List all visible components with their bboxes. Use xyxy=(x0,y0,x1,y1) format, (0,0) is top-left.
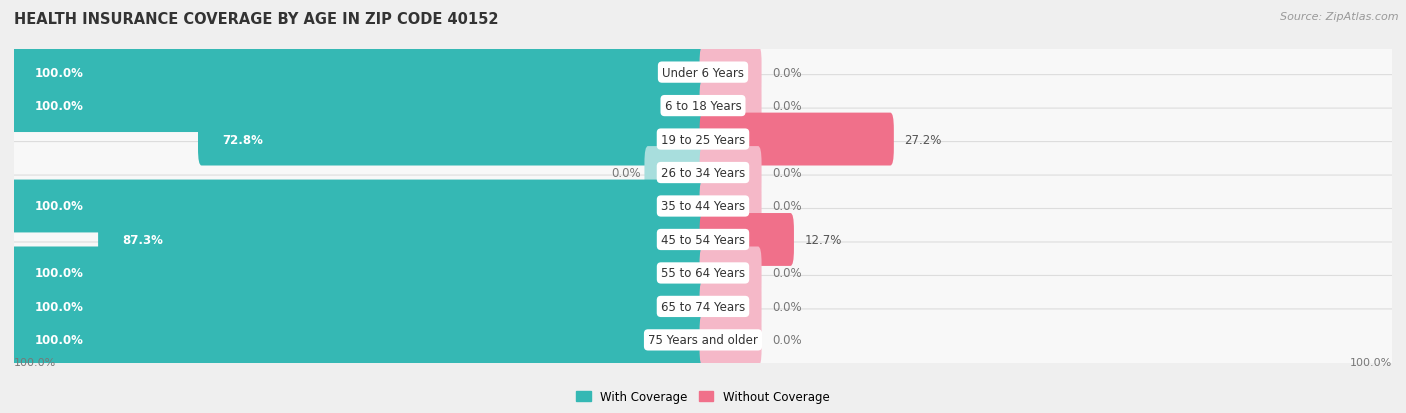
FancyBboxPatch shape xyxy=(700,247,762,300)
Text: 0.0%: 0.0% xyxy=(772,300,801,313)
FancyBboxPatch shape xyxy=(11,176,1395,237)
FancyBboxPatch shape xyxy=(11,314,706,366)
FancyBboxPatch shape xyxy=(11,42,1395,104)
FancyBboxPatch shape xyxy=(11,247,706,300)
Text: 65 to 74 Years: 65 to 74 Years xyxy=(661,300,745,313)
Text: 0.0%: 0.0% xyxy=(772,200,801,213)
Text: 45 to 54 Years: 45 to 54 Years xyxy=(661,233,745,247)
Text: 100.0%: 100.0% xyxy=(14,357,56,367)
Text: Under 6 Years: Under 6 Years xyxy=(662,66,744,79)
FancyBboxPatch shape xyxy=(700,147,762,199)
FancyBboxPatch shape xyxy=(11,80,706,133)
Text: 100.0%: 100.0% xyxy=(35,300,83,313)
Text: 0.0%: 0.0% xyxy=(612,166,641,180)
FancyBboxPatch shape xyxy=(644,147,706,199)
Text: Source: ZipAtlas.com: Source: ZipAtlas.com xyxy=(1281,12,1399,22)
Text: 26 to 34 Years: 26 to 34 Years xyxy=(661,166,745,180)
FancyBboxPatch shape xyxy=(11,209,1395,271)
FancyBboxPatch shape xyxy=(11,309,1395,371)
Text: 0.0%: 0.0% xyxy=(772,334,801,347)
FancyBboxPatch shape xyxy=(198,113,706,166)
Text: 0.0%: 0.0% xyxy=(772,267,801,280)
Text: 75 Years and older: 75 Years and older xyxy=(648,334,758,347)
Text: 100.0%: 100.0% xyxy=(35,200,83,213)
Text: 55 to 64 Years: 55 to 64 Years xyxy=(661,267,745,280)
FancyBboxPatch shape xyxy=(700,180,762,233)
Text: 100.0%: 100.0% xyxy=(35,100,83,113)
Legend: With Coverage, Without Coverage: With Coverage, Without Coverage xyxy=(572,385,834,408)
FancyBboxPatch shape xyxy=(98,214,706,266)
Text: 0.0%: 0.0% xyxy=(772,166,801,180)
Text: 19 to 25 Years: 19 to 25 Years xyxy=(661,133,745,146)
Text: 6 to 18 Years: 6 to 18 Years xyxy=(665,100,741,113)
FancyBboxPatch shape xyxy=(11,76,1395,137)
FancyBboxPatch shape xyxy=(700,47,762,99)
FancyBboxPatch shape xyxy=(11,242,1395,304)
FancyBboxPatch shape xyxy=(11,280,706,333)
Text: 12.7%: 12.7% xyxy=(804,233,842,247)
Text: HEALTH INSURANCE COVERAGE BY AGE IN ZIP CODE 40152: HEALTH INSURANCE COVERAGE BY AGE IN ZIP … xyxy=(14,12,499,27)
FancyBboxPatch shape xyxy=(700,113,894,166)
Text: 27.2%: 27.2% xyxy=(904,133,942,146)
Text: 35 to 44 Years: 35 to 44 Years xyxy=(661,200,745,213)
FancyBboxPatch shape xyxy=(11,47,706,99)
Text: 72.8%: 72.8% xyxy=(222,133,263,146)
Text: 100.0%: 100.0% xyxy=(35,267,83,280)
FancyBboxPatch shape xyxy=(11,142,1395,204)
Text: 100.0%: 100.0% xyxy=(1350,357,1392,367)
FancyBboxPatch shape xyxy=(700,280,762,333)
FancyBboxPatch shape xyxy=(11,276,1395,337)
Text: 0.0%: 0.0% xyxy=(772,66,801,79)
FancyBboxPatch shape xyxy=(700,214,794,266)
Text: 100.0%: 100.0% xyxy=(35,66,83,79)
FancyBboxPatch shape xyxy=(700,80,762,133)
Text: 100.0%: 100.0% xyxy=(35,334,83,347)
FancyBboxPatch shape xyxy=(700,314,762,366)
Text: 87.3%: 87.3% xyxy=(122,233,163,247)
FancyBboxPatch shape xyxy=(11,180,706,233)
FancyBboxPatch shape xyxy=(11,109,1395,171)
Text: 0.0%: 0.0% xyxy=(772,100,801,113)
